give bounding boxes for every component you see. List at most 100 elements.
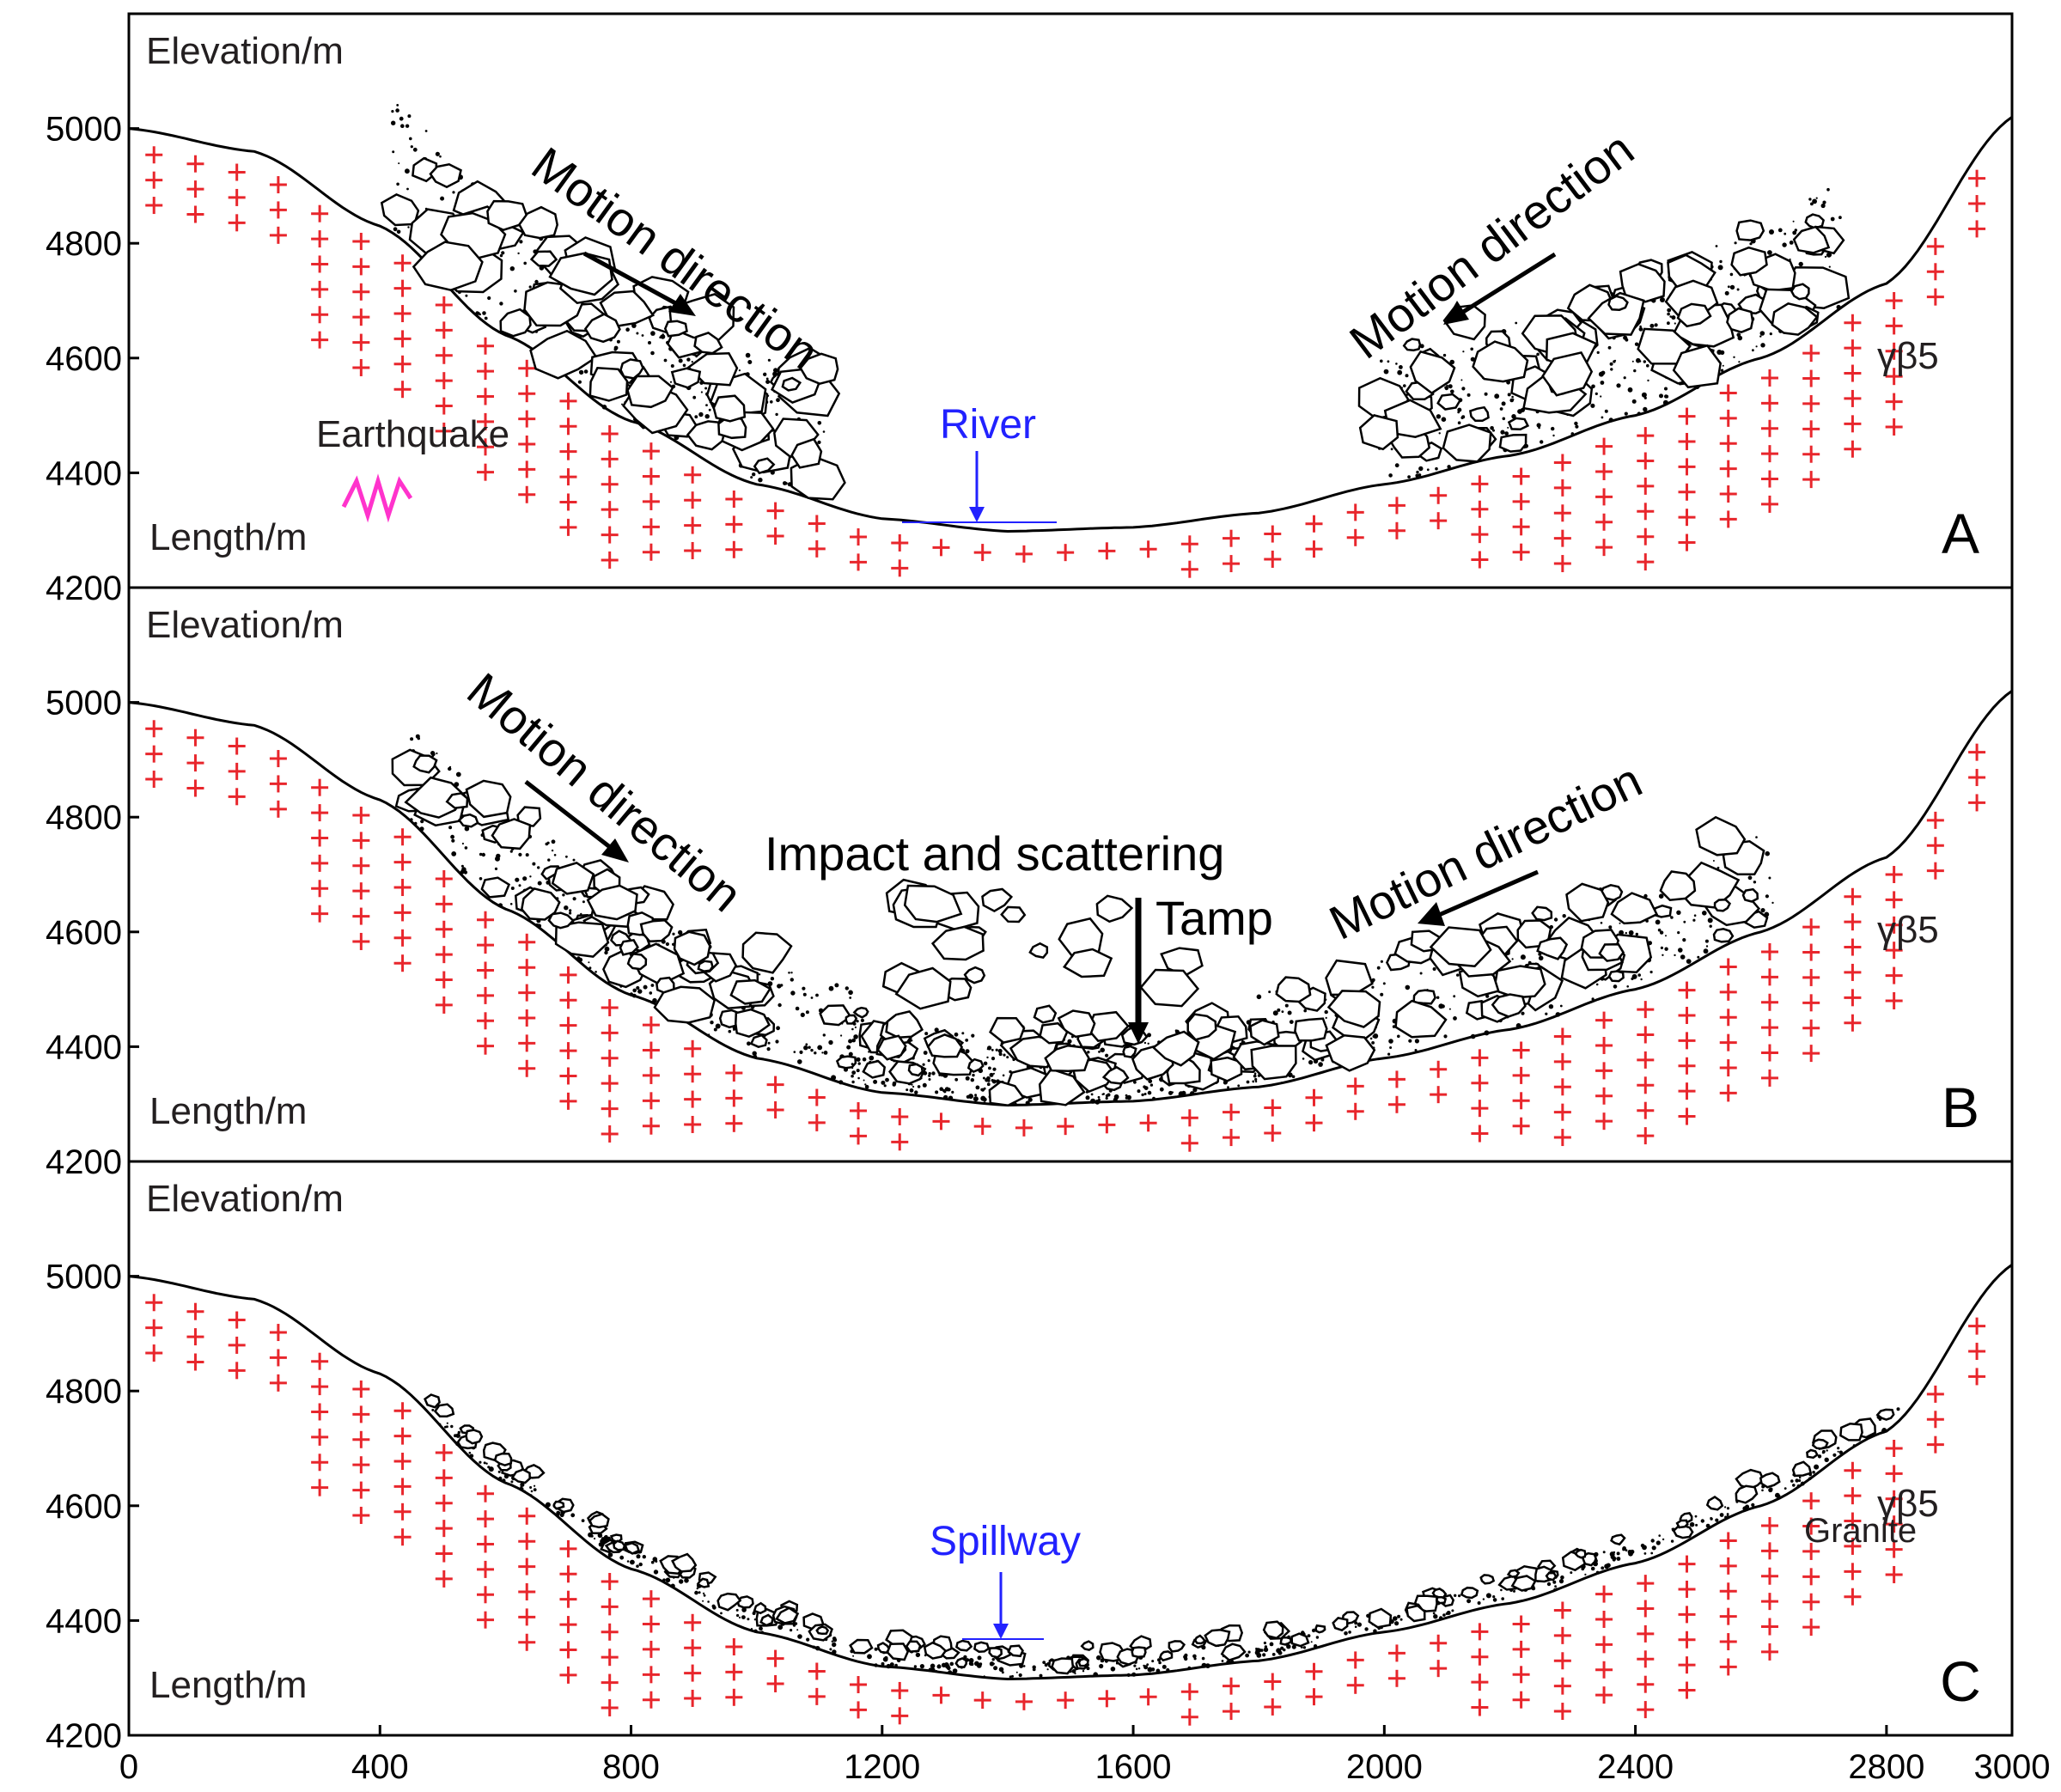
sediment-dot: [510, 887, 515, 890]
granite-cross: [1015, 1692, 1033, 1710]
sediment-dot: [532, 862, 536, 866]
sediment-dot: [522, 876, 527, 881]
granite-cross: [1637, 1076, 1655, 1094]
sediment-dot: [1625, 1549, 1628, 1551]
boulder: [852, 1006, 869, 1019]
granite-cross: [1264, 550, 1282, 568]
granite-cross: [311, 1352, 329, 1370]
granite-cross: [1678, 533, 1696, 552]
granite-cross: [1637, 1575, 1655, 1593]
sediment-dot: [1552, 1580, 1557, 1584]
x-tick-label: 400: [351, 1748, 409, 1786]
sediment-dot: [1458, 1594, 1461, 1598]
sediment-dot: [1221, 1660, 1224, 1662]
sediment-dot: [998, 1667, 1004, 1673]
sediment-dot: [760, 1630, 764, 1634]
boulder: [1279, 1636, 1293, 1646]
sediment-dot: [1633, 369, 1637, 373]
boulder: [588, 367, 629, 402]
granite-cross: [1844, 1014, 1862, 1032]
granite-cross: [1512, 518, 1530, 536]
sediment-dot: [1357, 1622, 1362, 1627]
sediment-dot: [1551, 426, 1555, 431]
sediment-dot: [1613, 1551, 1616, 1554]
sediment-dot: [1280, 1646, 1284, 1650]
granite-cross: [601, 1598, 619, 1616]
granite-cross: [1346, 1077, 1364, 1095]
granite-cross: [642, 1615, 660, 1633]
granite-cross: [1637, 1026, 1655, 1044]
boulder: [1791, 1460, 1813, 1478]
sediment-dot: [708, 1033, 710, 1036]
sediment-dot: [1257, 1648, 1262, 1653]
sediment-dot: [987, 1079, 991, 1082]
granite-cross: [1553, 1052, 1571, 1070]
sediment-dot: [1760, 908, 1765, 913]
sediment-dot: [700, 391, 704, 393]
sediment-dot: [1113, 1097, 1118, 1102]
length-axis-label: Length/m: [149, 1664, 307, 1706]
sediment-dot: [1760, 343, 1765, 348]
granite-cross: [311, 1454, 329, 1472]
sediment-dot: [922, 1063, 925, 1066]
granite-cross: [559, 1641, 577, 1659]
sediment-dot: [1387, 1052, 1391, 1056]
sediment-dot: [1302, 1646, 1307, 1649]
sediment-dot: [451, 851, 457, 856]
sediment-dot: [1281, 1010, 1284, 1013]
sediment-dot: [923, 1051, 928, 1055]
granite-cross: [1678, 407, 1696, 425]
sediment-dot: [1759, 331, 1765, 336]
boulder: [1574, 1548, 1587, 1559]
sediment-dot: [1643, 406, 1648, 412]
sediment-dot: [1003, 1053, 1006, 1057]
sediment-dot: [966, 1094, 970, 1099]
granite-cross: [186, 728, 204, 747]
sediment-dot: [1449, 359, 1454, 365]
sediment-dot: [1435, 466, 1438, 471]
granite-cross: [1346, 1676, 1364, 1694]
boulder: [741, 931, 793, 974]
granite-cross: [269, 176, 287, 194]
sediment-dot: [1800, 1481, 1805, 1486]
sediment-dot: [465, 294, 468, 297]
sediment-dot: [440, 196, 445, 201]
sediment-dot: [424, 130, 428, 132]
sediment-dot: [1387, 360, 1390, 363]
sediment-dot: [1397, 1614, 1401, 1618]
sediment-dot: [775, 1039, 779, 1044]
granite-cross: [1553, 529, 1571, 547]
granite-cross: [1844, 887, 1862, 905]
sediment-dot: [790, 972, 793, 974]
granite-cross: [1637, 1101, 1655, 1119]
granite-cross: [477, 1510, 495, 1528]
granite-cross: [311, 1403, 329, 1421]
granite-cross: [1926, 862, 1944, 880]
sediment-dot: [1044, 1663, 1048, 1667]
sediment-dot: [766, 1047, 771, 1051]
sediment-dot: [728, 1029, 732, 1033]
motion-arrow-right-head: [1443, 301, 1469, 325]
granite-cross: [477, 1535, 495, 1553]
sediment-dot: [698, 411, 704, 418]
sediment-dot: [1832, 1453, 1837, 1457]
sediment-dot: [522, 1490, 526, 1493]
sediment-dot: [1433, 1614, 1438, 1619]
sediment-dot: [1448, 384, 1453, 389]
boulder: [671, 1552, 698, 1573]
sediment-dot: [741, 1607, 747, 1612]
sediment-dot: [928, 1072, 931, 1076]
granite-cross: [269, 775, 287, 793]
sediment-dot: [1082, 1670, 1085, 1673]
sediment-dot: [669, 381, 673, 383]
granite-cross: [393, 381, 412, 399]
granite-cross: [518, 485, 536, 503]
boulder: [886, 1643, 910, 1661]
sediment-dot: [848, 1039, 853, 1044]
boulder: [753, 1601, 767, 1615]
granite-cross: [477, 936, 495, 954]
sediment-dot: [636, 332, 639, 335]
boulder: [966, 1058, 985, 1074]
sediment-dot: [1369, 1037, 1373, 1040]
granite-cross: [1346, 528, 1364, 546]
